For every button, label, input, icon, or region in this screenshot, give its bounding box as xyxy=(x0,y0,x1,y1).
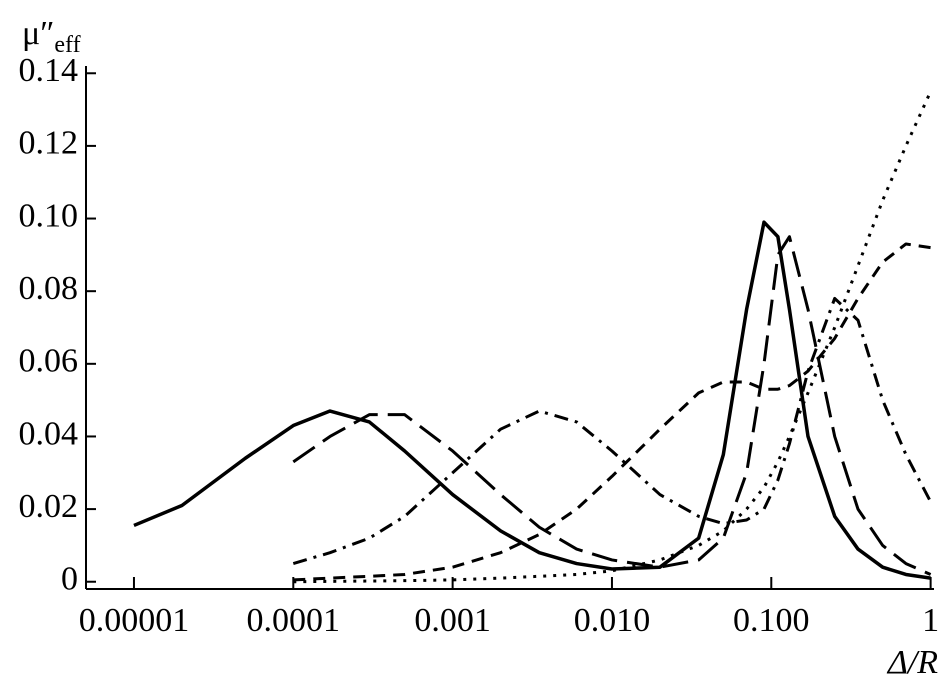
y-tick-label: 0.12 xyxy=(19,125,79,162)
y-tick-label: 0.06 xyxy=(19,343,79,380)
x-tick-label: 0.0001 xyxy=(247,602,341,639)
x-tick-label: 1 xyxy=(922,602,939,639)
y-tick-label: 0 xyxy=(61,561,78,598)
x-tick-label: 0.00001 xyxy=(79,602,190,639)
y-axis-label: μ″eff xyxy=(22,15,81,58)
x-tick-label: 0.010 xyxy=(574,602,651,639)
line-series xyxy=(292,235,932,576)
y-tick-label: 0.10 xyxy=(19,197,79,234)
y-tick-label: 0.08 xyxy=(19,270,79,307)
y-tick-label: 0.04 xyxy=(19,415,79,452)
y-label-subscript: eff xyxy=(54,32,80,58)
x-axis-label: Δ/R xyxy=(886,644,938,681)
y-tick-label: 0.14 xyxy=(19,52,79,89)
line-series xyxy=(293,242,931,582)
x-tick-label: 0.001 xyxy=(414,602,491,639)
line-series xyxy=(292,296,932,566)
y-tick-label: 0.02 xyxy=(19,488,79,525)
y-label-symbol: μ″ xyxy=(22,15,54,52)
x-tick-label: 0.100 xyxy=(733,602,810,639)
line-series xyxy=(133,220,931,580)
